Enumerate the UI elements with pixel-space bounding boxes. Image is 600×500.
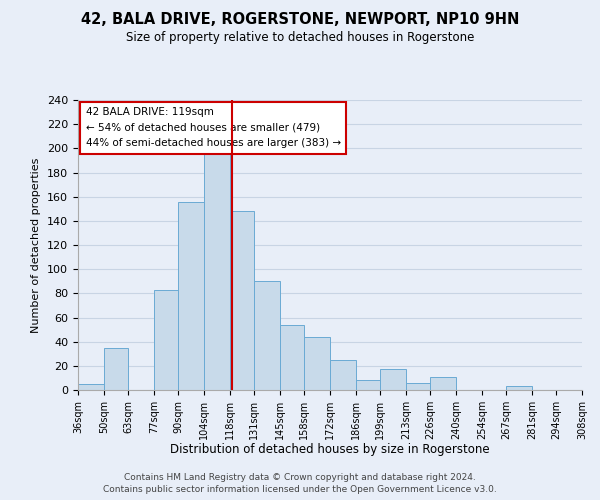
Bar [430, 376, 456, 390]
Text: 42, BALA DRIVE, ROGERSTONE, NEWPORT, NP10 9HN: 42, BALA DRIVE, ROGERSTONE, NEWPORT, NP1… [81, 12, 519, 28]
Bar [204, 148, 230, 390]
Y-axis label: Number of detached properties: Number of detached properties [31, 158, 41, 332]
Bar [330, 360, 356, 390]
Bar [254, 281, 280, 390]
Text: Distribution of detached houses by size in Rogerstone: Distribution of detached houses by size … [170, 442, 490, 456]
Text: Size of property relative to detached houses in Rogerstone: Size of property relative to detached ho… [126, 31, 474, 44]
Bar [406, 383, 430, 390]
Text: Contains HM Land Registry data © Crown copyright and database right 2024.: Contains HM Land Registry data © Crown c… [124, 472, 476, 482]
Text: Contains public sector information licensed under the Open Government Licence v3: Contains public sector information licen… [103, 485, 497, 494]
Bar [380, 370, 406, 390]
Bar [280, 325, 304, 390]
Bar [154, 290, 178, 390]
Bar [356, 380, 380, 390]
Bar [506, 386, 532, 390]
Bar [78, 384, 104, 390]
Bar [178, 202, 204, 390]
Bar [304, 337, 330, 390]
Text: 42 BALA DRIVE: 119sqm
← 54% of detached houses are smaller (479)
44% of semi-det: 42 BALA DRIVE: 119sqm ← 54% of detached … [86, 108, 341, 148]
Bar [104, 348, 128, 390]
Bar [230, 211, 254, 390]
